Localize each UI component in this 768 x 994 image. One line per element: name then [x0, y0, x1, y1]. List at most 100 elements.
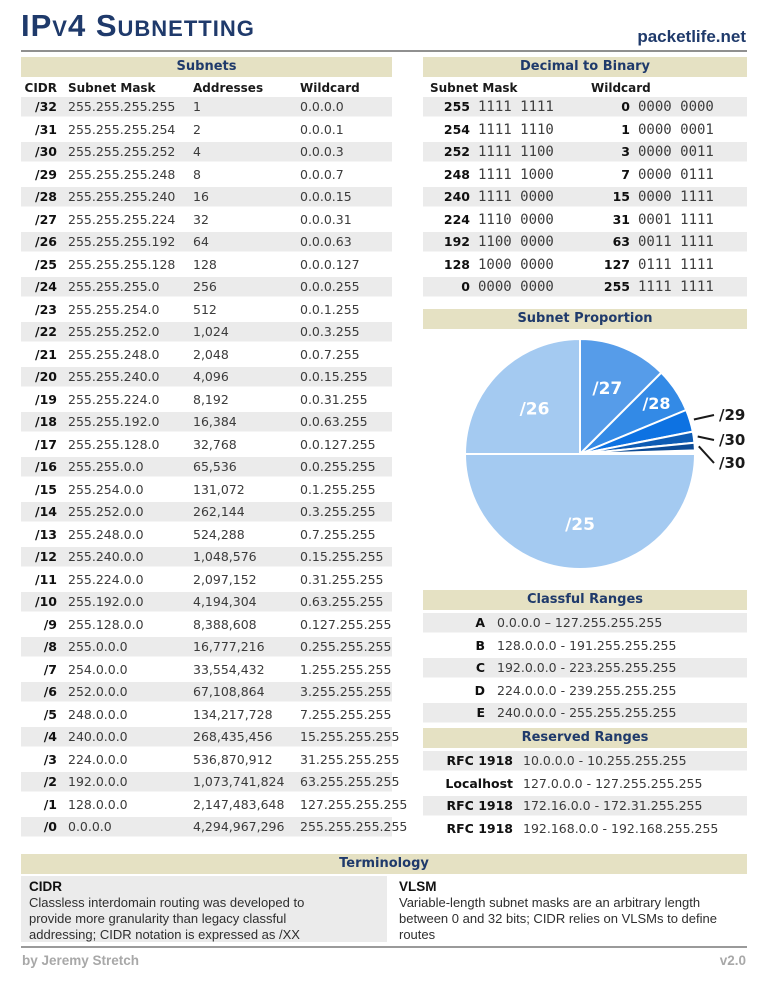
subnet-mask-value: 255.252.0.0: [68, 504, 144, 519]
section-header-decimal-to-binary: Decimal to Binary: [423, 57, 747, 77]
class-letter: B: [475, 637, 485, 653]
cidr-value: /9: [43, 616, 57, 632]
wildcard-value: 255.255.255.255: [300, 819, 408, 834]
cidr-value: /26: [35, 234, 57, 249]
subnets-table-row: /7 254.0.0.0 33,554,432 1.255.255.255: [21, 660, 392, 683]
cidr-value: /2: [43, 774, 57, 789]
cidr-value: /20: [35, 369, 57, 384]
mask-binary-value: 1111 0000: [478, 189, 554, 205]
subnet-mask-value: 255.255.255.224: [68, 211, 176, 227]
pie-label-26: /26: [520, 400, 550, 420]
wildcard-binary-value: 0000 0011: [638, 144, 714, 160]
addresses-value: 512: [193, 301, 217, 317]
addresses-value: 67,108,864: [193, 684, 265, 699]
addresses-value: 16,384: [193, 414, 237, 429]
wildcard-value: 0.0.0.0: [300, 99, 344, 114]
wildcard-value: 0.127.255.255: [300, 616, 392, 632]
addresses-value: 33,554,432: [193, 661, 265, 677]
wildcard-binary-value: 0000 0111: [638, 166, 714, 183]
addresses-value: 8,192: [193, 391, 229, 407]
wildcard-value: 0.0.63.255: [300, 414, 368, 429]
addresses-value: 262,144: [193, 504, 245, 519]
wildcard-value: 0.63.255.255: [300, 594, 384, 609]
subnets-table-row: /27 255.255.255.224 32 0.0.0.31: [21, 210, 392, 233]
addresses-value: 128: [193, 256, 217, 272]
cidr-value: /28: [35, 189, 57, 204]
mask-binary-value: 1110 0000: [478, 211, 554, 228]
wildcard-value: 0.0.0.1: [300, 121, 344, 137]
wildcard-decimal-value: 31: [612, 211, 630, 227]
dec2bin-table-row: 224 1110 0000 31 0001 1111: [423, 210, 747, 233]
wildcard-value: 127.255.255.255: [300, 796, 408, 812]
subnet-mask-value: 240.0.0.0: [68, 729, 128, 744]
dec2bin-table-row: 128 1000 0000 127 0111 1111: [423, 255, 747, 278]
addresses-value: 65,536: [193, 459, 237, 474]
wildcard-value: 0.0.0.7: [300, 166, 344, 182]
mask-binary-value: 1111 1110: [478, 121, 554, 138]
subnets-table-row: /28 255.255.255.240 16 0.0.0.15: [21, 187, 392, 210]
cidr-value: /1: [43, 796, 57, 812]
subnet-mask-value: 254.0.0.0: [68, 661, 128, 677]
dec2bin-table-row: 254 1111 1110 1 0000 0001: [423, 120, 747, 143]
reserved-range-value: 127.0.0.0 - 127.255.255.255: [523, 775, 703, 791]
cidr-value: /6: [43, 684, 57, 699]
pie-leader-line-30-84.375: [698, 445, 715, 464]
column-header-subnet-mask: Subnet Mask: [68, 81, 156, 95]
cidr-value: /8: [43, 639, 57, 654]
pie-leader-line-30-78.75: [697, 435, 715, 441]
column-header-wildcard: Wildcard: [300, 81, 360, 95]
wildcard-binary-value: 0001 1111: [638, 211, 714, 228]
addresses-value: 2,048: [193, 346, 229, 362]
classful-range-row: D 224.0.0.0 - 239.255.255.255: [423, 681, 747, 704]
addresses-value: 4: [193, 144, 201, 159]
subnets-table-row: /1 128.0.0.0 2,147,483,648 127.255.255.2…: [21, 795, 408, 818]
cidr-value: /27: [35, 211, 57, 227]
pie-label-27: /27: [592, 379, 622, 399]
mask-decimal-value: 224: [443, 211, 470, 227]
subnets-table-row: /26 255.255.255.192 64 0.0.0.63: [21, 232, 392, 255]
wildcard-decimal-value: 1: [621, 121, 630, 137]
terminology-item-cidr: CIDR Classless interdomain routing was d…: [21, 876, 387, 942]
subnet-mask-value: 255.255.255.248: [68, 166, 176, 182]
subnet-mask-value: 255.255.192.0: [68, 414, 160, 429]
subnet-mask-value: 255.254.0.0: [68, 481, 144, 497]
wildcard-decimal-value: 63: [612, 234, 630, 249]
subnet-mask-value: 255.255.255.254: [68, 121, 176, 137]
reserved-range-row: Localhost 127.0.0.0 - 127.255.255.255: [423, 774, 747, 797]
site-link: packetlife.net: [637, 27, 746, 46]
subnets-table-row: /13 255.248.0.0 524,288 0.7.255.255: [21, 525, 392, 548]
wildcard-binary-value: 0111 1111: [638, 256, 714, 273]
addresses-value: 4,294,967,296: [193, 819, 285, 834]
column-header-cidr: CIDR: [24, 81, 57, 95]
subnet-mask-value: 255.0.0.0: [68, 639, 128, 654]
subnets-table-row: /14 255.252.0.0 262,144 0.3.255.255: [21, 502, 392, 525]
addresses-value: 1,048,576: [193, 549, 257, 564]
classful-range-row: E 240.0.0.0 - 255.255.255.255: [423, 703, 747, 726]
wildcard-decimal-value: 127: [603, 256, 630, 272]
subnet-mask-value: 255.255.248.0: [68, 346, 160, 362]
subnets-table-row: /18 255.255.192.0 16,384 0.0.63.255: [21, 412, 392, 435]
mask-decimal-value: 192: [443, 234, 470, 249]
subnets-table-row: /32 255.255.255.255 1 0.0.0.0: [21, 97, 392, 120]
addresses-value: 16: [193, 189, 209, 204]
reserved-range-value: 172.16.0.0 - 172.31.255.255: [523, 798, 703, 813]
addresses-value: 1,024: [193, 324, 229, 339]
wildcard-value: 0.0.0.127: [300, 256, 360, 272]
column-header-subnet-mask: Subnet Mask: [430, 81, 518, 95]
wildcard-value: 0.7.255.255: [300, 526, 376, 542]
wildcard-decimal-value: 7: [621, 166, 630, 182]
pie-slice-26-270: [464, 338, 581, 455]
class-range-value: 192.0.0.0 - 223.255.255.255: [497, 660, 677, 675]
column-header-wildcard: Wildcard: [591, 81, 651, 95]
pie-leader-line-29-67.5: [693, 414, 715, 421]
subnets-table-row: /29 255.255.255.248 8 0.0.0.7: [21, 165, 392, 188]
wildcard-value: 0.0.255.255: [300, 459, 376, 474]
wildcard-binary-value: 0011 1111: [638, 234, 714, 250]
reserved-range-label: RFC 1918: [446, 820, 513, 836]
section-header-subnets: Subnets: [21, 57, 392, 77]
footer-version: v2.0: [719, 953, 746, 968]
subnet-mask-value: 255.255.255.255: [68, 99, 176, 114]
dec2bin-column-headers: Subnet Mask Wildcard: [423, 80, 747, 97]
reserved-range-label: Localhost: [445, 775, 513, 791]
addresses-value: 256: [193, 279, 217, 294]
